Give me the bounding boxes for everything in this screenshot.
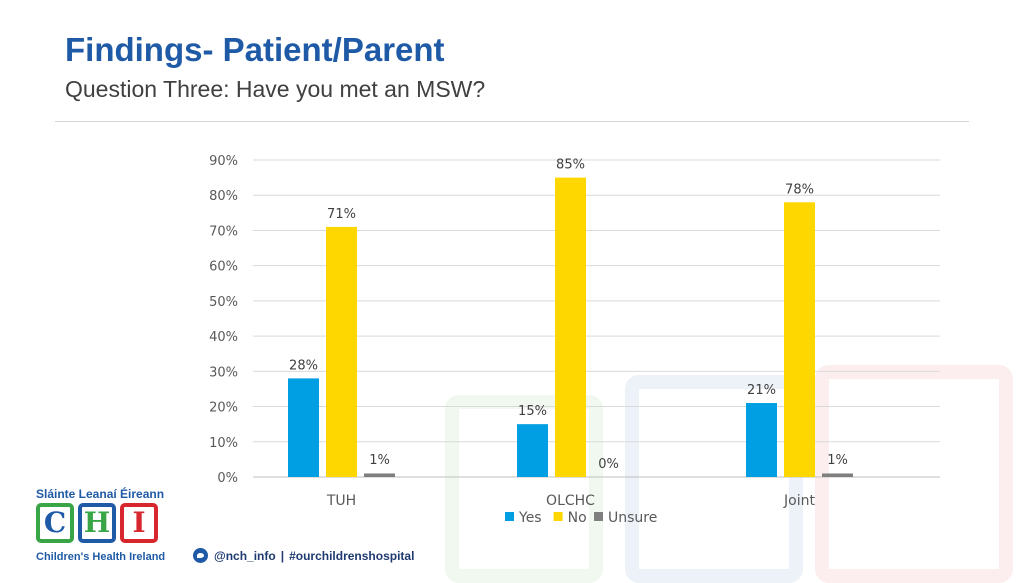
y-tick-label: 50% bbox=[209, 295, 238, 310]
chi-logo: C H I bbox=[36, 503, 160, 547]
data-label-yes-joint: 21% bbox=[747, 383, 776, 398]
bar-no-olchc bbox=[555, 177, 586, 477]
legend-label-unsure: Unsure bbox=[608, 510, 657, 526]
footer-separator: | bbox=[280, 548, 285, 563]
y-axis-ticks: 0% 10% 20% 30% 40% 50% 60% 70% 80% 90% bbox=[209, 154, 238, 486]
bar-yes-olchc bbox=[517, 424, 548, 477]
logo-block-i: I bbox=[120, 503, 158, 543]
legend-swatch-yes bbox=[505, 512, 514, 521]
y-tick-label: 0% bbox=[217, 471, 238, 486]
bar-yes-joint bbox=[746, 403, 777, 477]
x-category-label: Joint bbox=[783, 493, 815, 509]
twitter-handle: @nch_info bbox=[214, 548, 276, 563]
social-footer: @nch_info | #ourchildrenshospital bbox=[193, 548, 414, 563]
y-tick-label: 30% bbox=[209, 365, 238, 380]
x-category-label: OLCHC bbox=[546, 493, 595, 509]
data-label-unsure-olchc: 0% bbox=[598, 457, 619, 472]
header-divider bbox=[55, 121, 969, 122]
data-label-unsure-joint: 1% bbox=[827, 453, 848, 468]
y-tick-label: 40% bbox=[209, 330, 238, 345]
y-tick-label: 20% bbox=[209, 401, 238, 416]
logo-english-text: Children's Health Ireland bbox=[36, 551, 166, 563]
data-label-no-joint: 78% bbox=[785, 182, 814, 197]
y-tick-label: 80% bbox=[209, 189, 238, 204]
data-label-yes-olchc: 15% bbox=[518, 404, 547, 419]
y-tick-label: 60% bbox=[209, 260, 238, 275]
bar-unsure-tuh bbox=[364, 473, 395, 477]
x-category-label: TUH bbox=[326, 493, 356, 509]
x-axis-categories: TUH OLCHC Joint bbox=[326, 493, 816, 509]
data-label-no-olchc: 85% bbox=[556, 158, 585, 173]
twitter-bird-icon bbox=[193, 548, 208, 563]
logo-irish-text: Sláinte Leanaí Éireann bbox=[36, 487, 165, 501]
bars bbox=[288, 177, 853, 477]
y-tick-label: 70% bbox=[209, 224, 238, 239]
page-subtitle: Question Three: Have you met an MSW? bbox=[65, 76, 486, 102]
y-tick-label: 10% bbox=[209, 436, 238, 451]
bar-no-tuh bbox=[326, 226, 357, 477]
bar-yes-tuh bbox=[288, 378, 319, 477]
data-labels: 28% 71% 1% 15% 85% 0% 21% 78% 1% bbox=[289, 158, 848, 472]
legend-swatch-no bbox=[553, 512, 563, 521]
legend-label-yes: Yes bbox=[518, 510, 542, 526]
data-label-yes-tuh: 28% bbox=[289, 358, 318, 373]
legend: Yes No Unsure bbox=[505, 510, 657, 526]
bar-chart: 0% 10% 20% 30% 40% 50% 60% 70% 80% 90% 28% 71% 1% 15… bbox=[209, 154, 940, 526]
hashtag: #ourchildrenshospital bbox=[289, 548, 415, 563]
legend-label-no: No bbox=[568, 510, 587, 526]
data-label-no-tuh: 71% bbox=[327, 207, 356, 222]
logo-block-c: C bbox=[36, 503, 74, 543]
legend-swatch-unsure bbox=[594, 512, 603, 521]
bar-unsure-joint bbox=[822, 473, 853, 477]
bar-no-joint bbox=[784, 202, 815, 477]
page-title: Findings- Patient/Parent bbox=[65, 31, 445, 68]
data-label-unsure-tuh: 1% bbox=[369, 453, 390, 468]
logo-block-h: H bbox=[78, 503, 116, 543]
y-tick-label: 90% bbox=[209, 154, 238, 169]
